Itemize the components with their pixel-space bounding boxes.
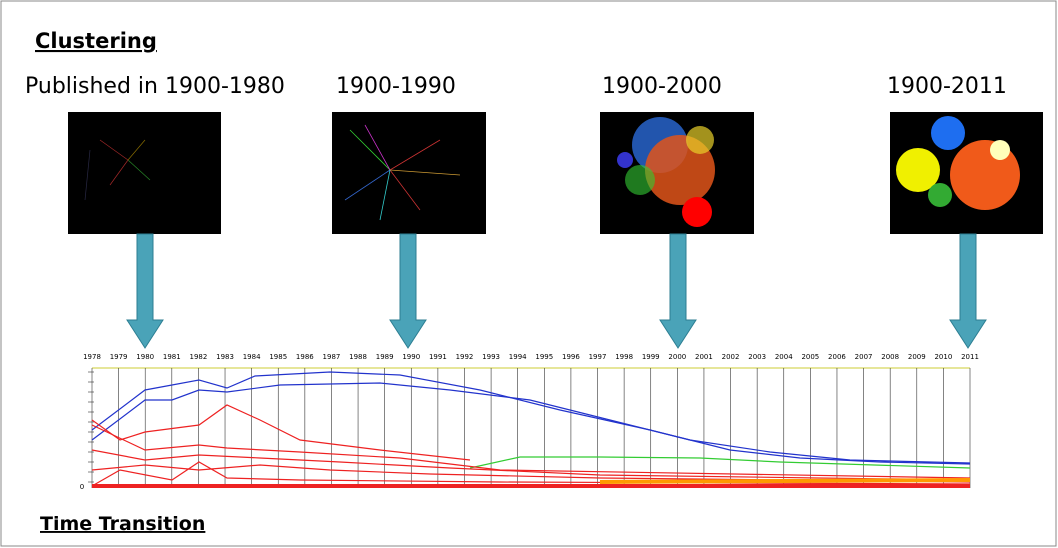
year-label: 2009 <box>908 353 926 361</box>
figure: Clustering Published in 1900-1980 1900-1… <box>0 0 1058 548</box>
section-title: Clustering <box>35 29 157 53</box>
caption: Time Transition <box>40 513 205 535</box>
year-label: 2001 <box>695 353 713 361</box>
year-label: 1994 <box>509 353 527 361</box>
plot-area <box>88 366 990 488</box>
year-label: 1986 <box>296 353 314 361</box>
axis-zero-label: 0 <box>80 483 84 491</box>
year-label: 2008 <box>881 353 899 361</box>
year-label: 1998 <box>615 353 633 361</box>
year-label: 1983 <box>216 353 234 361</box>
year-label: 1999 <box>642 353 660 361</box>
year-label: 1988 <box>349 353 367 361</box>
year-label: 2004 <box>775 353 793 361</box>
year-label: 1979 <box>110 353 128 361</box>
year-label: 1985 <box>269 353 287 361</box>
year-label: 1987 <box>323 353 341 361</box>
year-label: 2000 <box>668 353 686 361</box>
snapshot-label: 1900-1990 <box>336 74 456 99</box>
cluster-image <box>890 112 1043 234</box>
snapshot-label: 1900-2000 <box>602 74 722 99</box>
year-label: 1997 <box>589 353 607 361</box>
year-label: 1990 <box>402 353 420 361</box>
year-label: 1996 <box>562 353 580 361</box>
year-label: 1978 <box>83 353 101 361</box>
year-label: 2007 <box>855 353 873 361</box>
year-label: 1980 <box>136 353 154 361</box>
year-label: 1993 <box>482 353 500 361</box>
year-label: 1982 <box>190 353 208 361</box>
year-label: 2005 <box>801 353 819 361</box>
year-label: 1991 <box>429 353 447 361</box>
year-label: 1984 <box>243 353 261 361</box>
snapshot-label: 1900-2011 <box>887 74 1007 99</box>
year-label: 2003 <box>748 353 766 361</box>
year-label: 1992 <box>456 353 474 361</box>
cluster-image <box>332 112 486 234</box>
cluster-image <box>68 112 221 234</box>
year-label: 2006 <box>828 353 846 361</box>
year-label: 1981 <box>163 353 181 361</box>
timeline <box>88 366 990 488</box>
year-label: 1989 <box>376 353 394 361</box>
year-label: 2010 <box>934 353 952 361</box>
snapshot-label: Published in 1900-1980 <box>25 74 285 99</box>
year-label: 1995 <box>535 353 553 361</box>
year-label: 2011 <box>961 353 979 361</box>
cluster-image <box>600 112 754 234</box>
year-label: 2002 <box>722 353 740 361</box>
